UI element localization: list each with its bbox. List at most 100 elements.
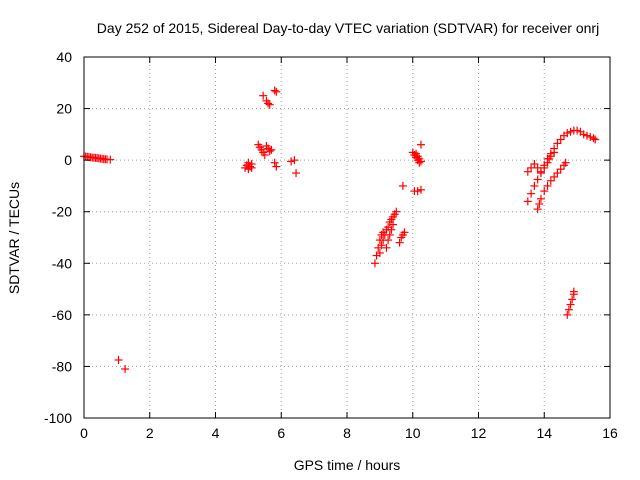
data-point <box>535 199 544 208</box>
data-point <box>573 126 582 135</box>
data-point <box>568 295 577 304</box>
data-point <box>398 181 407 190</box>
tick-labels: 0 2 4 6 8 10 12 14 16 40 20 0 -20 -40 -60 -80 -100 <box>44 49 618 441</box>
data-point <box>563 310 572 319</box>
data-point <box>589 134 598 143</box>
data-point <box>543 181 552 190</box>
data-point <box>536 167 545 176</box>
data-point <box>527 189 536 198</box>
axis-ticks <box>83 56 611 419</box>
chart-title: Day 252 of 2015, Sidereal Day-to-day VTE… <box>97 20 599 36</box>
y-tick-label: 20 <box>56 101 72 117</box>
x-tick-label: 14 <box>536 425 552 441</box>
series-cluster-5h-mid <box>254 140 276 159</box>
data-point <box>533 205 542 214</box>
data-point <box>540 187 549 196</box>
data-point <box>272 162 281 171</box>
data-point <box>106 155 115 164</box>
data-point <box>292 169 301 178</box>
y-tick-label: 0 <box>64 152 72 168</box>
x-axis-label: GPS time / hours <box>294 457 401 473</box>
data-point <box>546 152 555 161</box>
data-point <box>523 167 532 176</box>
series-cluster-14h-b <box>523 148 559 176</box>
data-point <box>270 86 279 95</box>
data-point <box>556 165 565 174</box>
data-point <box>564 305 573 314</box>
data-point <box>270 158 279 167</box>
data-point <box>546 176 555 185</box>
data-point <box>114 355 123 364</box>
y-tick-label: -60 <box>52 307 72 323</box>
data-point <box>382 243 391 252</box>
data-point <box>416 185 425 194</box>
data-point <box>553 139 562 148</box>
data-point <box>540 163 549 172</box>
data-point <box>400 228 409 237</box>
data-point <box>287 157 296 166</box>
data-point <box>290 156 299 165</box>
data-point <box>247 163 256 172</box>
series-cluster-1h <box>114 355 130 374</box>
series-cluster-14h-c <box>533 158 570 214</box>
data-point <box>259 91 268 100</box>
data-point <box>566 127 575 136</box>
data-point <box>260 150 269 159</box>
data-point <box>267 145 276 154</box>
data-point <box>550 172 559 181</box>
x-tick-label: 0 <box>80 425 88 441</box>
y-tick-label: 40 <box>56 49 72 65</box>
data-point <box>370 259 379 268</box>
data-point <box>530 181 539 190</box>
series-cluster-14h-d <box>563 287 578 319</box>
y-tick-label: -80 <box>52 358 72 374</box>
data-point <box>272 87 281 96</box>
x-tick-label: 16 <box>602 425 618 441</box>
y-axis-label: SDTVAR / TECUs <box>6 182 22 294</box>
series-cluster-5h-low <box>241 158 256 174</box>
data-point <box>533 175 542 184</box>
data-point <box>582 131 591 140</box>
series-cluster-14h-a <box>523 126 600 206</box>
data-point <box>566 300 575 309</box>
data-point <box>523 197 532 206</box>
data-point <box>385 230 394 239</box>
data-point <box>553 169 562 178</box>
data-point <box>384 236 393 245</box>
data-point <box>387 225 396 234</box>
data-point <box>377 241 386 250</box>
grid <box>84 57 610 418</box>
data-point <box>375 248 384 257</box>
data-point <box>550 148 559 157</box>
data-point <box>395 238 404 247</box>
x-tick-label: 2 <box>146 425 154 441</box>
series-cluster-9h <box>370 181 409 268</box>
series-cluster-10h <box>408 140 425 196</box>
data-point <box>579 130 588 139</box>
data-point <box>265 100 274 109</box>
data-point <box>563 129 572 138</box>
data-point <box>416 140 425 149</box>
data-point <box>561 158 570 167</box>
x-tick-label: 4 <box>212 425 220 441</box>
data-points <box>80 86 600 374</box>
y-tick-label: -40 <box>52 255 72 271</box>
data-point <box>569 287 578 296</box>
data-point <box>392 207 401 216</box>
data-point <box>416 157 425 166</box>
data-point <box>413 187 422 196</box>
data-point <box>586 132 595 141</box>
series-cluster-6h <box>270 156 301 178</box>
data-point <box>556 135 565 144</box>
x-tick-label: 8 <box>343 425 351 441</box>
data-point <box>591 135 600 144</box>
data-point <box>543 158 552 167</box>
y-tick-label: -20 <box>52 204 72 220</box>
data-point <box>121 365 130 374</box>
data-point <box>536 194 545 203</box>
y-tick-label: -100 <box>44 410 72 426</box>
x-tick-label: 6 <box>277 425 285 441</box>
series-cluster-0h <box>80 152 115 164</box>
x-tick-label: 12 <box>471 425 487 441</box>
